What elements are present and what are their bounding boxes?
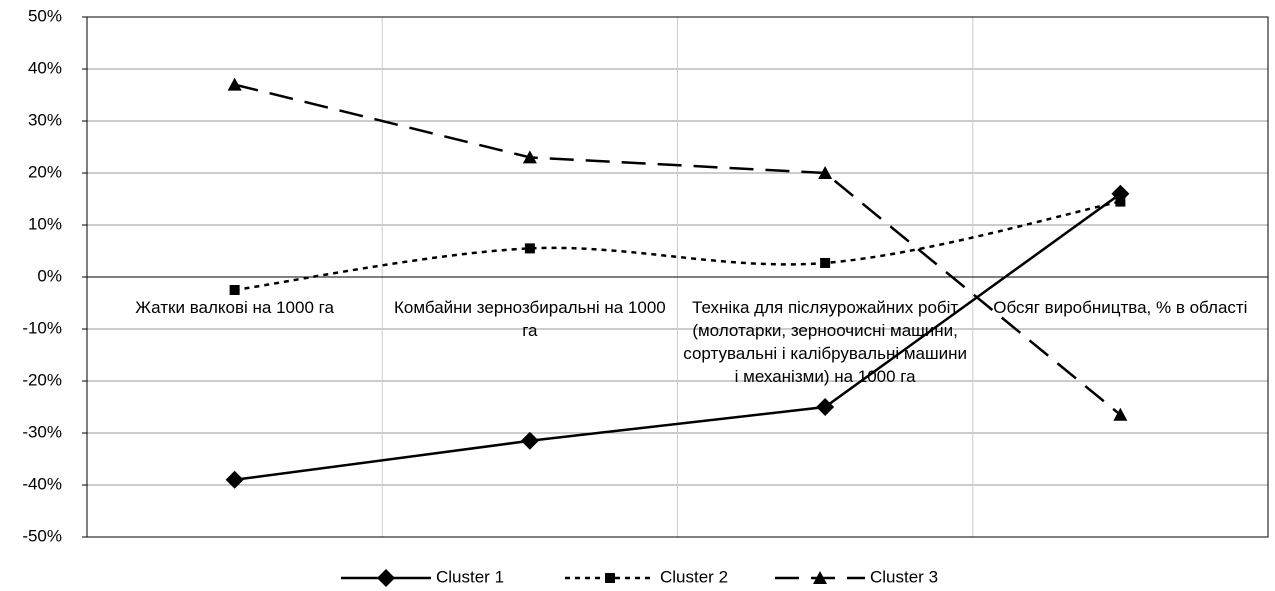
point xyxy=(1113,407,1128,421)
x-tick-label: Комбайни зернозбиральні на 1000 га xyxy=(394,298,666,340)
point xyxy=(524,243,535,254)
y-tick-label: -40% xyxy=(22,474,62,493)
legend-label: Cluster 1 xyxy=(436,567,504,586)
y-tick-label: -50% xyxy=(22,526,62,545)
point xyxy=(227,77,242,91)
y-tick-label: 40% xyxy=(28,58,62,77)
series-line xyxy=(234,83,1122,416)
y-tick-label: 30% xyxy=(28,110,62,129)
legend-marker xyxy=(605,573,615,583)
y-tick-label: -30% xyxy=(22,422,62,441)
series-line xyxy=(234,192,1122,482)
y-tick-label: 50% xyxy=(28,6,62,25)
point xyxy=(818,166,833,179)
series-line xyxy=(234,200,1121,292)
legend-label: Cluster 2 xyxy=(660,567,728,586)
x-tick-label: Обсяг виробництва, % в області xyxy=(993,298,1248,317)
legend-item: Cluster 3 xyxy=(775,567,938,586)
point xyxy=(820,257,831,268)
point xyxy=(1115,196,1126,207)
y-tick-label: -10% xyxy=(22,318,62,337)
y-tick-label: 20% xyxy=(28,162,62,181)
x-tick-label: Техніка для післяурожайних робіт (молота… xyxy=(683,298,967,386)
point xyxy=(522,150,537,164)
legend-item: Cluster 2 xyxy=(565,567,728,586)
x-tick-label: Жатки валкові на 1000 га xyxy=(135,298,334,317)
point xyxy=(520,431,539,450)
y-tick-label: 0% xyxy=(37,266,62,285)
legend-marker xyxy=(377,569,395,587)
legend-marker xyxy=(813,571,827,584)
y-tick-label: -20% xyxy=(22,370,62,389)
point xyxy=(816,398,835,416)
legend-item: Cluster 1 xyxy=(341,567,504,587)
point xyxy=(229,285,240,295)
point xyxy=(225,470,244,489)
legend-label: Cluster 3 xyxy=(870,567,938,586)
y-tick-label: 10% xyxy=(28,214,62,233)
